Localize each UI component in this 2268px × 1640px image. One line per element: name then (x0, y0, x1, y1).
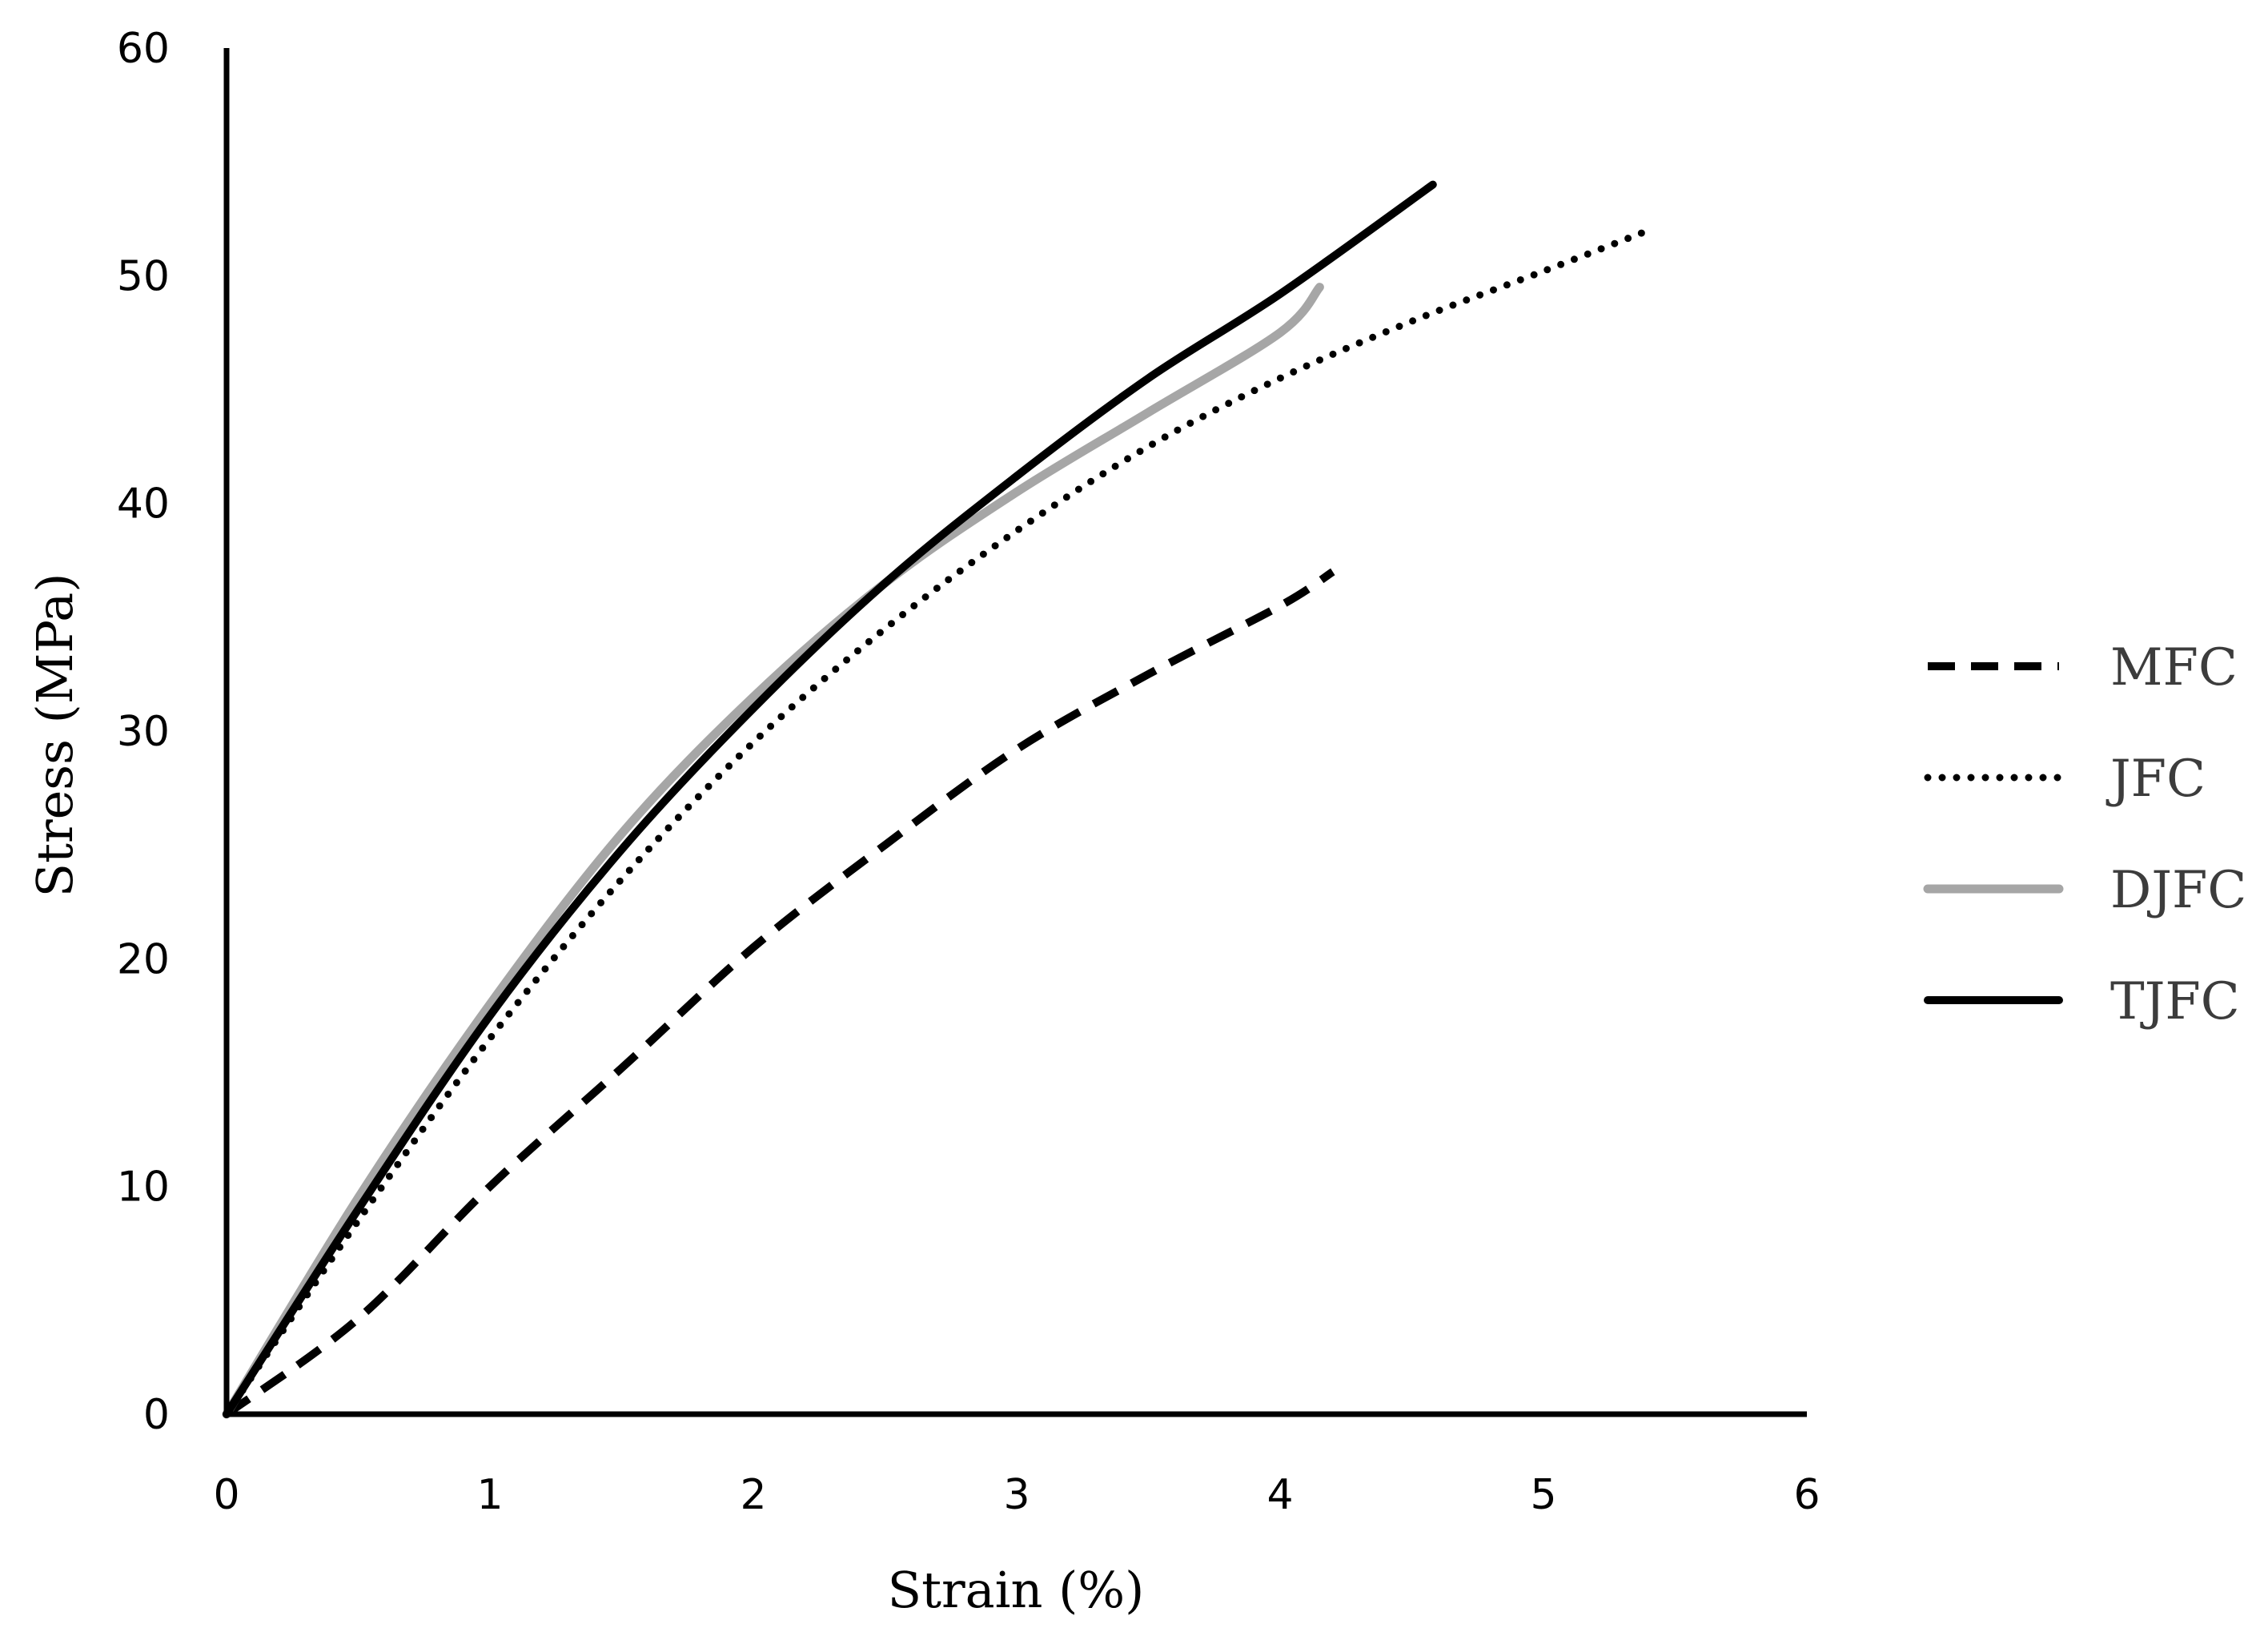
plot-series-group (222, 180, 1653, 1419)
y-tick-label: 10 (117, 1164, 170, 1212)
y-axis-title: Stress (MPa) (26, 573, 84, 898)
x-tick-labels: 0 1 2 3 4 5 6 (213, 1471, 1820, 1519)
x-tick-label: 6 (1793, 1471, 1820, 1519)
series-line-mfc (224, 568, 1335, 1418)
y-tick-label: 40 (117, 480, 170, 529)
y-tick-label: 30 (117, 708, 170, 756)
x-tick-label: 3 (1003, 1471, 1030, 1519)
legend-label-jfc: JFC (2105, 750, 2206, 809)
x-tick-label: 2 (740, 1471, 766, 1519)
legend-label-mfc: MFC (2110, 638, 2238, 697)
legend-label-tjfc: TJFC (2110, 972, 2240, 1031)
legend: MFC JFC DJFC TJFC (1923, 638, 2246, 1031)
y-tick-label: 50 (117, 252, 170, 300)
x-axis-title: Strain (%) (888, 1561, 1145, 1619)
y-tick-labels: 0 10 20 30 40 50 60 (117, 25, 170, 1439)
x-tick-label: 1 (476, 1471, 503, 1519)
series-line-djfc (222, 283, 1324, 1419)
legend-label-djfc: DJFC (2110, 861, 2246, 920)
x-tick-label: 5 (1530, 1471, 1556, 1519)
y-tick-label: 60 (117, 25, 170, 73)
y-tick-label: 20 (117, 935, 170, 983)
x-tick-label: 4 (1266, 1471, 1293, 1519)
series-line-tjfc (223, 180, 1437, 1418)
series-line-jfc (223, 227, 1653, 1418)
y-tick-label: 0 (143, 1391, 170, 1439)
x-tick-label: 0 (213, 1471, 239, 1519)
